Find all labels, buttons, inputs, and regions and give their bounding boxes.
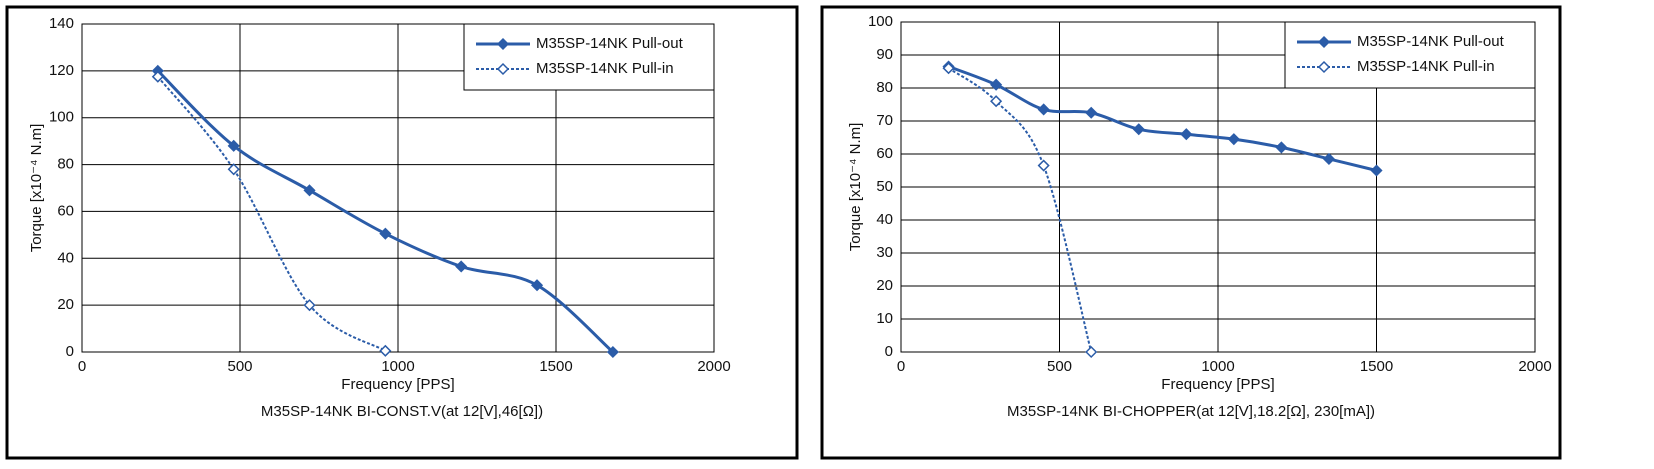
data-point: [1370, 164, 1383, 177]
x-tick-label: 500: [227, 358, 252, 375]
legend-marker: [496, 62, 510, 76]
y-tick-label: 60: [876, 145, 893, 162]
chart-title: M35SP-14NK BI-CONST.V(at 12[V],46[Ω]): [261, 403, 543, 420]
y-tick-label: 90: [876, 46, 893, 63]
series-line: [157, 76, 386, 352]
x-tick-label: 1500: [539, 358, 572, 375]
data-point: [1132, 123, 1145, 136]
y-tick-label: 80: [876, 79, 893, 96]
y-tick-label: 70: [876, 112, 893, 129]
y-tick-label: 0: [66, 343, 74, 360]
legend-label: M35SP-14NK Pull-out: [1357, 33, 1505, 50]
series-line: [948, 65, 1377, 172]
y-tick-label: 100: [49, 109, 74, 126]
data-point: [303, 184, 316, 197]
data-point: [379, 344, 392, 357]
y-tick-label: 30: [876, 244, 893, 261]
legend-marker: [496, 37, 510, 51]
legend-box: [463, 23, 715, 91]
y-tick-label: 120: [49, 62, 74, 79]
y-tick-label: 60: [57, 202, 74, 219]
data-point: [303, 299, 316, 312]
x-axis-label: Frequency [PPS]: [341, 376, 454, 393]
chart-title: M35SP-14NK BI-CHOPPER(at 12[V],18.2[Ω], …: [1007, 403, 1375, 420]
x-tick-label: 1000: [1201, 358, 1234, 375]
y-axis-label: Torque [x10⁻⁴ N.m]: [847, 123, 864, 252]
y-tick-label: 0: [885, 343, 893, 360]
data-point: [606, 345, 619, 359]
y-tick-label: 50: [876, 178, 893, 195]
data-point: [1037, 103, 1050, 116]
data-point: [455, 260, 468, 273]
y-tick-label: 100: [868, 13, 893, 30]
y-tick-label: 140: [49, 15, 74, 32]
data-point: [1275, 141, 1288, 154]
data-point: [151, 70, 164, 83]
series-line: [947, 67, 1093, 353]
data-point: [227, 139, 240, 152]
data-point: [1037, 159, 1050, 172]
legend-label: M35SP-14NK Pull-in: [1357, 58, 1495, 75]
data-point: [1085, 106, 1098, 119]
legend-label: M35SP-14NK Pull-in: [536, 60, 674, 77]
data-point: [1085, 345, 1098, 359]
data-point: [1227, 133, 1240, 146]
data-point: [942, 62, 955, 75]
data-point: [379, 227, 392, 240]
data-point: [530, 279, 544, 292]
x-tick-label: 1000: [381, 358, 414, 375]
y-tick-label: 20: [57, 296, 74, 313]
y-tick-label: 40: [876, 211, 893, 228]
x-tick-label: 500: [1047, 358, 1072, 375]
data-point: [1180, 128, 1193, 141]
data-point: [990, 78, 1003, 91]
panel-frame: [5, 5, 799, 460]
panel-frame: [820, 5, 1562, 460]
data-point: [227, 163, 240, 176]
legend-marker: [1317, 35, 1331, 49]
x-tick-label: 0: [897, 358, 905, 375]
y-tick-label: 20: [876, 277, 893, 294]
x-axis-label: Frequency [PPS]: [1161, 376, 1274, 393]
legend-marker: [1317, 60, 1331, 74]
legend-box: [1284, 21, 1536, 89]
x-tick-label: 1500: [1360, 358, 1393, 375]
data-point: [1322, 152, 1336, 166]
y-axis-label: Torque [x10⁻⁴ N.m]: [28, 124, 45, 253]
x-tick-label: 0: [78, 358, 86, 375]
x-tick-label: 2000: [1518, 358, 1551, 375]
y-tick-label: 80: [57, 156, 74, 173]
y-tick-label: 10: [876, 310, 893, 327]
x-tick-label: 2000: [697, 358, 730, 375]
data-point: [990, 95, 1003, 108]
y-tick-label: 40: [57, 249, 74, 266]
legend-label: M35SP-14NK Pull-out: [536, 35, 684, 52]
